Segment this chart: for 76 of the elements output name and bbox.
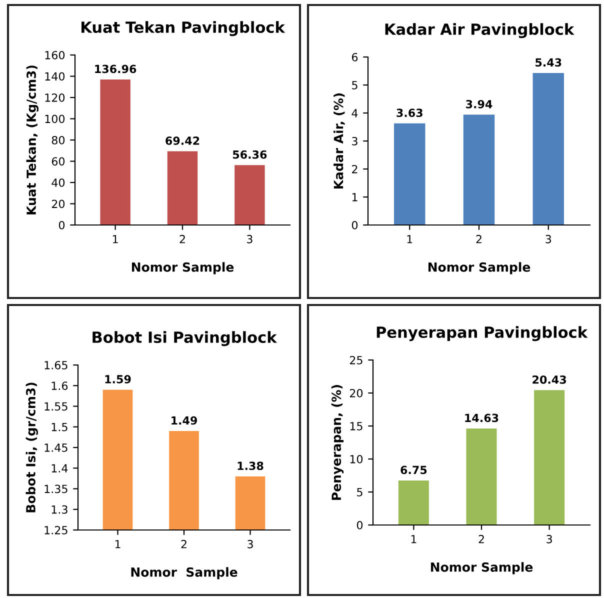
data-label: 6.75 — [400, 466, 427, 474]
y-tick-label: 1.4 — [52, 464, 68, 472]
y-axis-title: Penyerapan, (%) — [331, 385, 344, 500]
x-tick-label: 2 — [478, 534, 484, 544]
y-tick-label: 140 — [45, 72, 65, 81]
y-tick-label: 100 — [45, 114, 65, 124]
y-tick-label: 6 — [352, 52, 358, 62]
y-tick-label: 80 — [52, 136, 65, 144]
y-tick-label: 1.6 — [52, 382, 68, 390]
data-label: 1.59 — [105, 375, 131, 384]
data-label: 56.36 — [232, 150, 267, 159]
data-label: 3.63 — [396, 108, 422, 118]
y-tick-label: 1.65 — [44, 360, 68, 370]
x-tick-label: 2 — [181, 540, 186, 548]
bar — [234, 165, 265, 225]
data-label: 1.49 — [172, 416, 197, 425]
y-tick-label: 4 — [352, 109, 358, 118]
chart-title: Bobot Isi Pavingblock — [92, 331, 278, 346]
x-tick-label: 1 — [115, 540, 120, 548]
x-tick-label: 2 — [476, 234, 482, 244]
chart-title: Penyerapan Pavingblock — [376, 326, 588, 342]
y-tick-label: 5 — [352, 81, 358, 90]
data-label: 136.96 — [95, 64, 136, 74]
y-tick-label: 160 — [45, 50, 65, 60]
y-tick-label: 0 — [356, 520, 363, 530]
bar — [463, 114, 495, 225]
y-axis-title: Bobot Isi, (gr/cm3) — [26, 382, 38, 512]
y-tick-label: 40 — [52, 178, 65, 187]
x-tick-label: 3 — [247, 234, 252, 244]
y-tick-label: 1 — [352, 193, 358, 202]
x-tick-label: 3 — [248, 540, 253, 548]
y-tick-label: 5 — [357, 488, 362, 496]
x-axis-title: Nomor Sample — [428, 262, 530, 274]
x-tick-label: 3 — [546, 534, 552, 544]
y-tick-label: 15 — [350, 422, 362, 430]
y-tick-label: 1.5 — [52, 422, 68, 432]
y-tick-label: 1.55 — [44, 402, 68, 411]
data-label: 5.43 — [536, 58, 562, 67]
y-tick-label: 0 — [352, 220, 358, 230]
x-tick-label: 3 — [546, 234, 552, 244]
x-axis-title: Nomor Sample — [132, 262, 234, 274]
y-tick-label: 1.35 — [44, 484, 68, 494]
y-tick-label: 120 — [45, 93, 65, 102]
bar — [167, 151, 198, 225]
data-label: 3.94 — [466, 100, 492, 108]
data-label: 69.42 — [166, 136, 200, 145]
bar — [532, 72, 564, 225]
y-axis-title: Kuat Tekan, (Kg/cm3) — [26, 66, 39, 214]
bar — [466, 428, 497, 525]
bar — [398, 480, 429, 525]
data-label: 1.38 — [238, 462, 264, 470]
y-tick-label: 0 — [58, 220, 65, 230]
y-tick-label: 25 — [350, 356, 362, 364]
y-tick-label: 20 — [350, 388, 363, 398]
y-tick-label: 60 — [52, 157, 65, 166]
x-tick-label: 1 — [113, 235, 118, 244]
bar — [534, 390, 565, 525]
x-tick-label: 2 — [180, 234, 185, 244]
bar — [394, 123, 426, 225]
y-tick-label: 1.45 — [44, 444, 68, 452]
y-tick-label: 1.3 — [52, 505, 68, 514]
y-tick-label: 20 — [52, 200, 65, 208]
data-label: 14.63 — [465, 414, 498, 422]
x-tick-label: 1 — [407, 235, 412, 244]
x-axis-title: Nomor Sample — [430, 562, 533, 574]
data-label: 20.43 — [532, 375, 566, 384]
y-axis-title: Kadar Air, (%) — [334, 93, 345, 189]
y-tick-label: 10 — [350, 454, 363, 464]
x-tick-label: 1 — [411, 535, 416, 544]
y-tick-label: 2 — [352, 164, 358, 174]
y-tick-label: 3 — [352, 136, 358, 146]
chart-title: Kuat Tekan Pavingblock — [82, 21, 286, 36]
bar — [100, 79, 130, 225]
x-axis-title: Nomor Sample — [131, 567, 238, 580]
chart-title: Kadar Air Pavingblock — [385, 23, 574, 38]
y-tick-label: 1.25 — [44, 526, 68, 534]
